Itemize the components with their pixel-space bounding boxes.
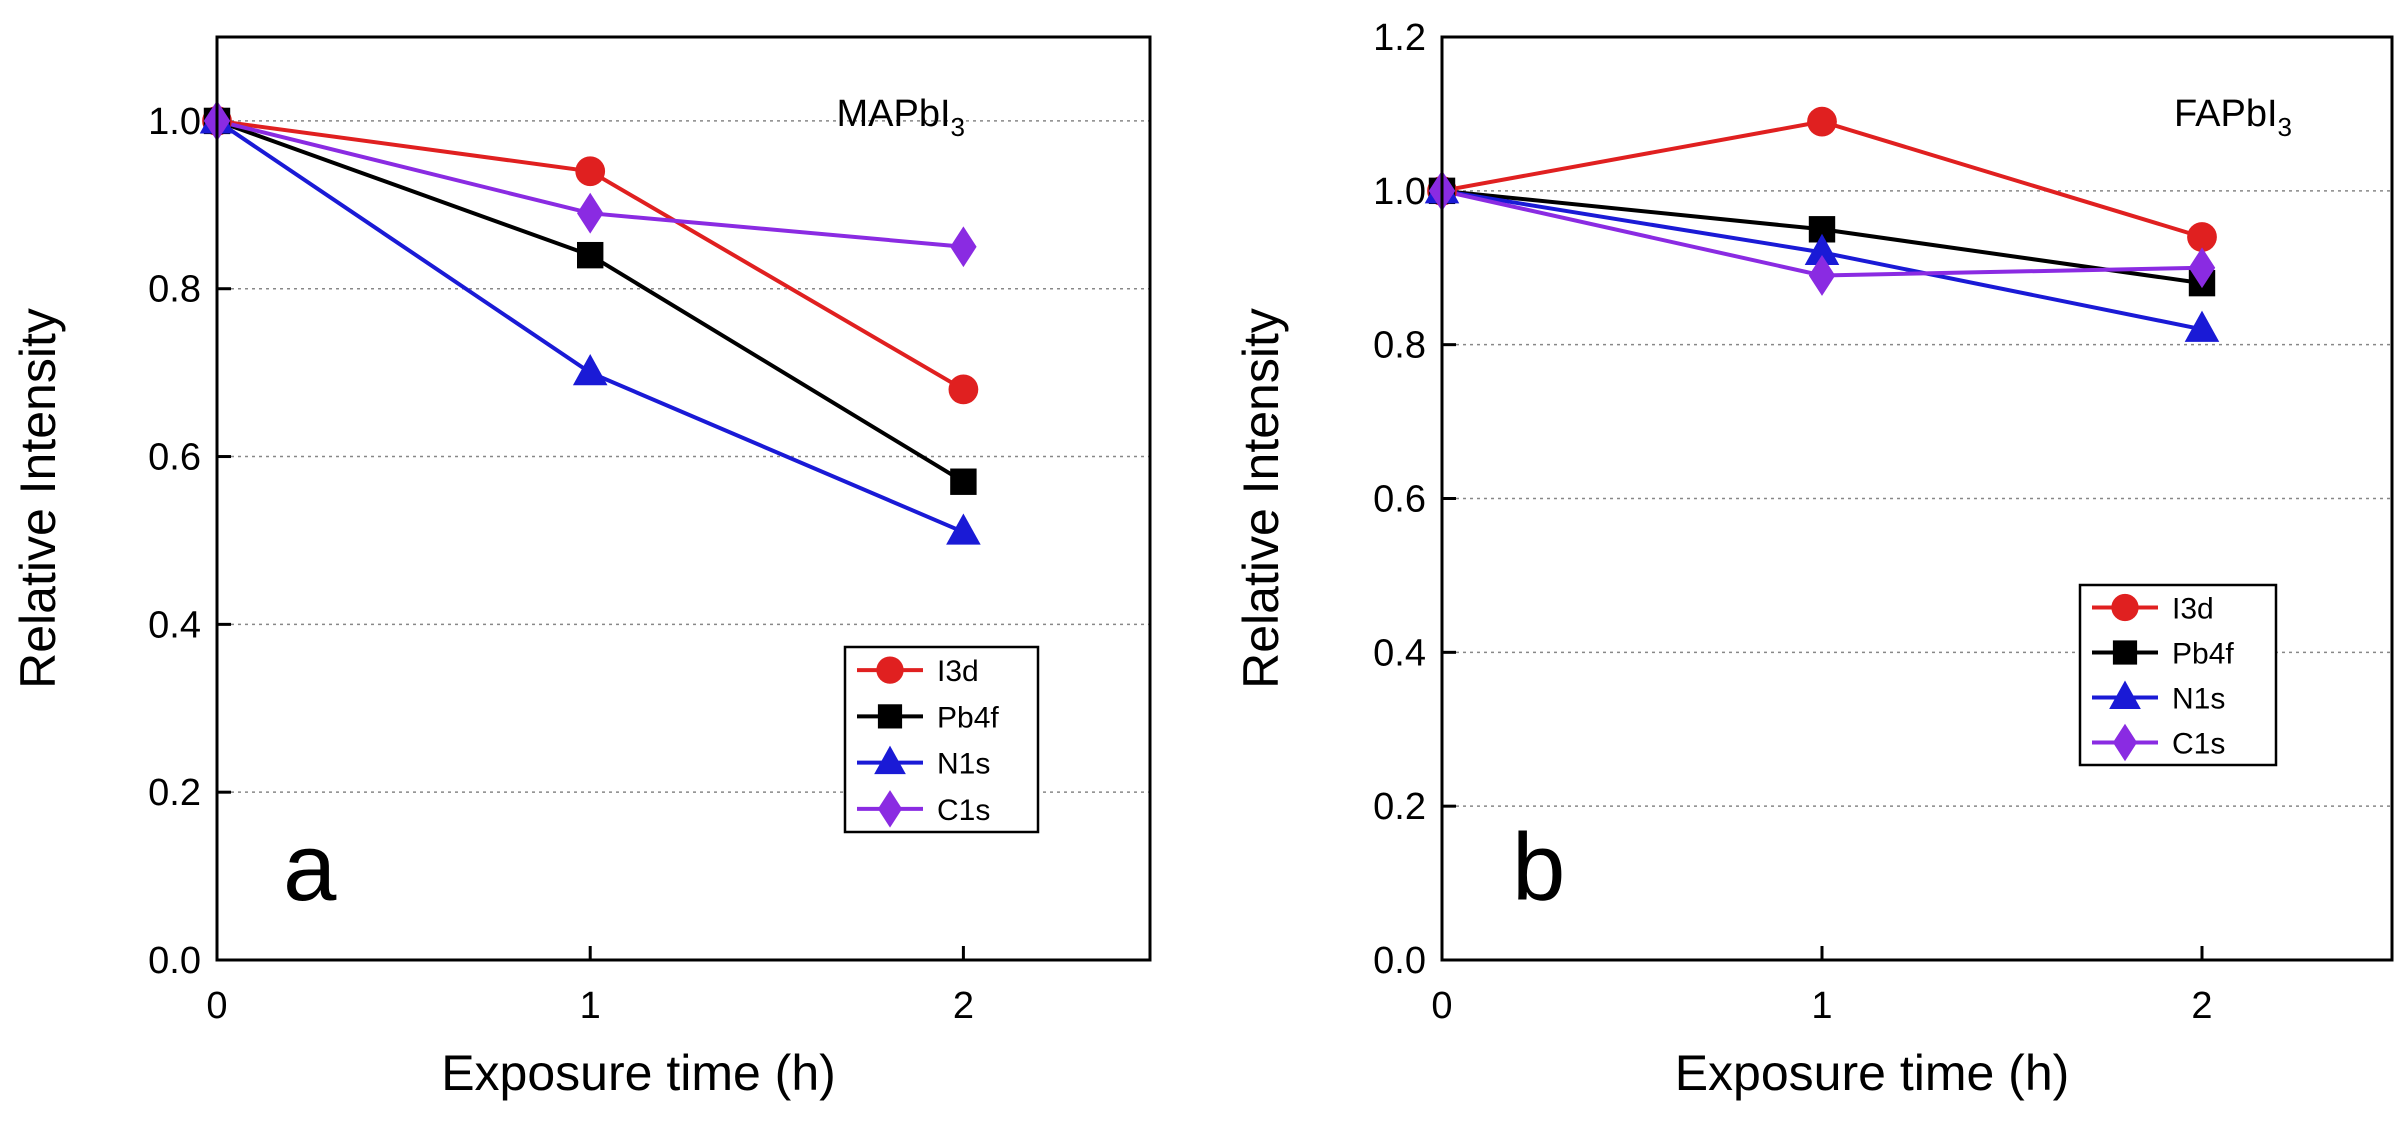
y-tick-label: 1.0 — [148, 101, 201, 143]
y-tick-label: 0.6 — [1373, 479, 1426, 521]
y-tick-label: 0.8 — [1373, 325, 1426, 367]
x-tick-label: 0 — [1431, 985, 1452, 1027]
legend-marker-n1s — [2109, 680, 2141, 710]
data-point-c1s — [1808, 255, 1836, 296]
legend-label-c1s: C1s — [2172, 728, 2225, 761]
legend-label-n1s: N1s — [937, 748, 990, 781]
chart-title-subscript: 3 — [2278, 112, 2292, 142]
y-tick-label: 0.2 — [148, 772, 201, 814]
chart-title-main: FAPbI — [2174, 93, 2278, 135]
legend-marker-n1s — [874, 745, 906, 775]
legend-label-pb4f: Pb4f — [2172, 638, 2234, 671]
legend-label-n1s: N1s — [2172, 683, 2225, 716]
y-tick-label: 0.8 — [148, 269, 201, 311]
data-point-pb4f — [950, 468, 977, 495]
data-point-c1s — [2188, 247, 2216, 289]
data-point-c1s — [950, 226, 977, 268]
y-tick-label: 0.2 — [1373, 786, 1426, 828]
legend-label-i3d: I3d — [2172, 593, 2214, 626]
x-tick-label: 0 — [206, 985, 227, 1027]
data-point-i3d — [2187, 222, 2217, 252]
data-point-i3d — [948, 374, 979, 405]
panel-b-chart: 0.0 0.2 0.4 0.6 0.8 1.0 1.2 0 1 2 Exposure time (h… — [1233, 17, 2394, 1101]
legend-box — [2078, 583, 2278, 767]
x-tick-label: 2 — [953, 985, 974, 1027]
y-axis-label: Relative Intensity — [1233, 308, 1289, 689]
legend-marker-pb4f — [2112, 640, 2138, 665]
chart-title-subscript: 3 — [951, 112, 965, 142]
y-axis-label: Relative Intensity — [10, 308, 66, 689]
plot-frame — [215, 35, 1152, 962]
legend-label-pb4f: Pb4f — [937, 701, 999, 734]
chart-title: FAPbI3 — [2174, 93, 2292, 142]
chart-title-main: MAPbI — [836, 93, 950, 135]
data-point-i3d — [575, 156, 606, 187]
legend-marker-c1s — [877, 790, 903, 828]
x-axis-label: Exposure time (h) — [1675, 1045, 2070, 1101]
legend-marker-c1s — [2112, 723, 2138, 762]
x-tick-label: 2 — [2191, 985, 2212, 1027]
data-point-n1s — [2184, 310, 2220, 342]
y-tick-label: 0.0 — [148, 940, 201, 982]
legend-box — [843, 645, 1040, 834]
plot-frame — [1440, 35, 2394, 962]
legend-label-i3d: I3d — [937, 655, 979, 688]
x-tick-label: 1 — [1811, 985, 1832, 1027]
data-point-c1s — [577, 192, 604, 234]
y-tick-label: 0.4 — [148, 604, 201, 646]
legend-marker-pb4f — [877, 704, 903, 729]
data-point-i3d — [1807, 106, 1837, 137]
y-tick-label: 1.0 — [1373, 171, 1426, 213]
panel-a-chart: 0.0 0.2 0.4 0.6 0.8 1.0 0 1 2 Exposure time (h) Re… — [10, 35, 1152, 1101]
chart-title: MAPbI3 — [836, 93, 965, 142]
x-axis-label: Exposure time (h) — [441, 1045, 836, 1101]
data-point-n1s — [1804, 233, 1840, 265]
y-tick-label: 1.2 — [1373, 17, 1426, 59]
legend-marker-i3d — [876, 656, 904, 684]
data-point-pb4f — [577, 241, 604, 269]
x-tick-label: 1 — [580, 985, 601, 1027]
legend-marker-i3d — [2111, 593, 2139, 622]
data-point-n1s — [572, 354, 608, 386]
y-tick-label: 0.4 — [1373, 632, 1426, 674]
panel-label: a — [283, 814, 337, 921]
legend-label-c1s: C1s — [937, 794, 990, 827]
panel-label: b — [1512, 814, 1565, 921]
data-point-n1s — [946, 513, 981, 545]
y-tick-label: 0.0 — [1373, 940, 1426, 982]
y-tick-label: 0.6 — [148, 437, 201, 479]
